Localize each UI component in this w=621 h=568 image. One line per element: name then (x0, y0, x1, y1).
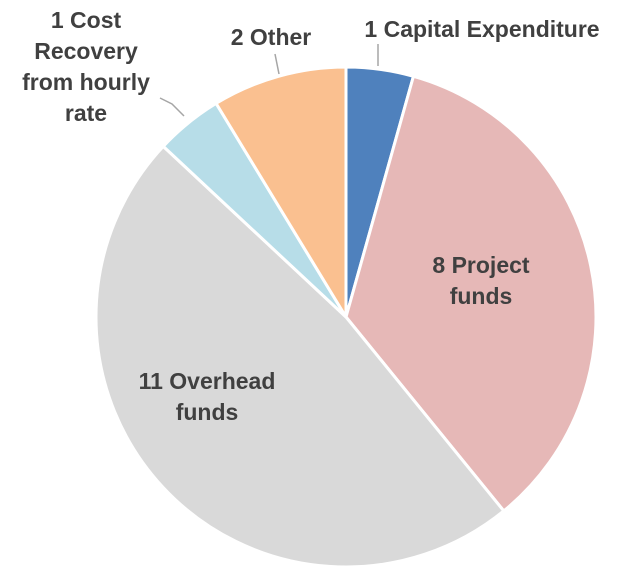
leader-line (159, 97, 185, 117)
label-category: Cost Recovery from hourly rate (22, 7, 150, 126)
label-value: 2 (230, 24, 244, 50)
label-category: Project funds (449, 252, 530, 309)
data-label: 1 Cost Recovery from hourly rate (6, 5, 166, 129)
data-label: 8 Project funds (411, 250, 551, 312)
label-value: 11 (138, 368, 163, 394)
pie-slice (214, 65, 348, 319)
label-category: Other (249, 24, 312, 50)
leader-line (274, 53, 280, 75)
label-value: 8 (432, 252, 446, 278)
label-category: Overhead funds (169, 368, 276, 425)
pie-slice (94, 144, 506, 568)
pie-slice (344, 74, 598, 513)
data-label: 11 Overhead funds (112, 366, 302, 428)
data-label: 2 Other (216, 22, 326, 53)
label-category: Capital Expenditure (383, 16, 600, 42)
label-value: 1 (50, 7, 64, 33)
data-label: 1 Capital Expenditure (336, 14, 621, 45)
label-value: 1 (364, 16, 378, 42)
